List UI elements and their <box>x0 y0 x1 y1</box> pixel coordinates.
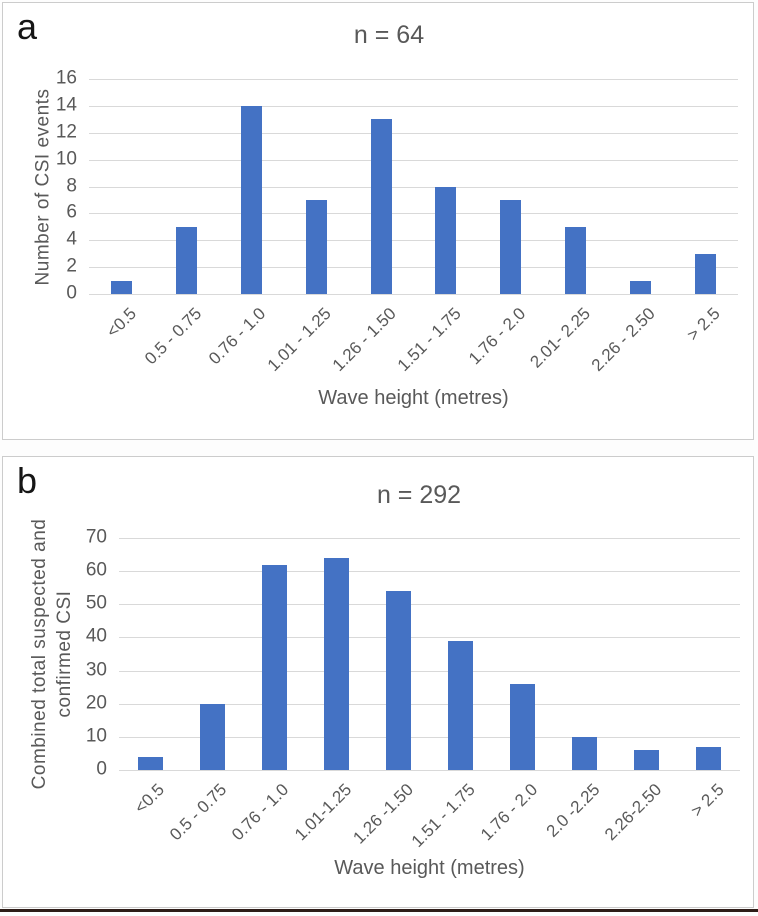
gridline <box>89 132 738 134</box>
x-tick-label: 1.26 - 1.50 <box>328 304 400 375</box>
chart-a: 0 2 4 6 8 10 12 14 16 <0.5 0.5 - 0.75 0.76 - 1.0 1.0… <box>3 3 753 439</box>
bar <box>261 564 287 770</box>
x-tick-label: 0.5 - 0.75 <box>140 304 205 369</box>
y-tick-label: 6 <box>66 201 77 223</box>
x-tick-label: > 2.5 <box>686 780 728 821</box>
x-tick-label: > 2.5 <box>683 304 724 345</box>
y-tick-label: 30 <box>85 659 107 681</box>
x-tick-label: 1.26 -1.50 <box>349 780 417 848</box>
gridline <box>89 79 738 80</box>
bar <box>323 557 349 770</box>
gridline <box>119 637 740 639</box>
gridline <box>89 186 738 188</box>
x-tick-label: 0.76 - 1.0 <box>205 304 270 369</box>
gridline <box>119 538 740 539</box>
y-tick-label: 0 <box>96 758 107 780</box>
chart-b-title: n = 292 <box>376 481 462 509</box>
x-tick-label: 2.26 - 2.50 <box>588 304 660 375</box>
y-tick-label: 40 <box>85 625 107 647</box>
x-tick-label: 1.01-1.25 <box>290 780 355 845</box>
x-tick-label: 1.51 - 1.75 <box>393 304 465 375</box>
gridline <box>119 770 740 771</box>
chart-a-title: n = 64 <box>353 21 425 49</box>
gridline <box>89 159 738 161</box>
x-tick-label: <0.5 <box>102 304 140 342</box>
gridline <box>119 670 740 672</box>
y-tick-label: 8 <box>66 175 77 197</box>
panel-b-letter: b <box>17 460 38 501</box>
y-tick-label: 10 <box>55 148 77 170</box>
y-axis-title: Combined total suspected and confirmed C… <box>29 518 75 790</box>
x-tick-label: 1.76 - 2.0 <box>476 780 542 845</box>
bar <box>305 199 327 294</box>
panel-b: b n = 292 0 10 20 30 40 50 60 70 <0.5 0.5 - 0.75 0… <box>2 456 754 908</box>
bar <box>630 280 652 294</box>
x-tick-label: 0.5 - 0.75 <box>166 780 231 845</box>
gridline <box>89 105 738 107</box>
plot-area <box>119 538 740 771</box>
page-bottom-rule <box>0 909 758 912</box>
panel-a-letter: a <box>17 6 38 47</box>
y-tick-label: 20 <box>85 692 107 714</box>
gridline <box>119 736 740 738</box>
y-tick-label: 10 <box>85 725 107 747</box>
bar <box>137 756 163 770</box>
bar <box>448 640 474 770</box>
bar <box>370 119 392 294</box>
x-tick-label: 2.26-2.50 <box>601 780 666 845</box>
y-axis-title: Number of CSI events <box>31 88 53 285</box>
bar <box>175 226 197 294</box>
y-tick-label: 14 <box>55 94 77 116</box>
bar <box>634 750 660 770</box>
y-tick-label: 70 <box>85 526 107 548</box>
gridline <box>89 213 738 215</box>
bar <box>500 199 522 294</box>
y-tick-label: 16 <box>55 67 77 89</box>
gridline <box>119 604 740 606</box>
y-tick-label: 4 <box>66 228 77 250</box>
x-tick-label: 2.0 -2.25 <box>542 780 604 841</box>
x-axis-title: Wave height (metres) <box>318 387 509 409</box>
gridline <box>89 240 738 242</box>
bar <box>565 226 587 294</box>
x-tick-label: 2.01- 2.25 <box>526 304 595 372</box>
gridline <box>119 703 740 705</box>
x-tick-label: <0.5 <box>131 780 169 818</box>
bar <box>240 105 262 294</box>
plot-area <box>89 79 738 295</box>
panel-a: a n = 64 0 2 4 6 8 10 12 14 16 <0.5 0.5 - 0.75 0.76… <box>2 2 754 440</box>
bar <box>510 683 536 770</box>
gridline <box>89 294 738 295</box>
bar <box>435 186 457 294</box>
y-tick-label: 60 <box>85 559 107 581</box>
x-axis-title: Wave height (metres) <box>334 857 525 879</box>
y-tick-label: 12 <box>55 121 77 143</box>
x-tick-label: 1.51 - 1.75 <box>408 780 479 851</box>
bar <box>110 280 132 294</box>
y-tick-label: 2 <box>66 255 77 277</box>
x-tick-label: 1.01 - 1.25 <box>263 304 335 375</box>
gridline <box>119 571 740 573</box>
y-tick-label: 50 <box>85 592 107 614</box>
gridline <box>89 267 738 269</box>
chart-b: 0 10 20 30 40 50 60 70 <0.5 0.5 - 0.75 0.76 - 1.0 1… <box>3 457 753 907</box>
bar <box>199 703 225 770</box>
bar <box>572 736 598 770</box>
x-tick-label: 1.76 - 2.0 <box>465 304 530 369</box>
bar <box>695 253 717 294</box>
bar <box>696 746 722 770</box>
y-tick-label: 0 <box>66 282 77 304</box>
bar <box>385 591 411 770</box>
x-tick-label: 0.76 - 1.0 <box>228 780 293 845</box>
